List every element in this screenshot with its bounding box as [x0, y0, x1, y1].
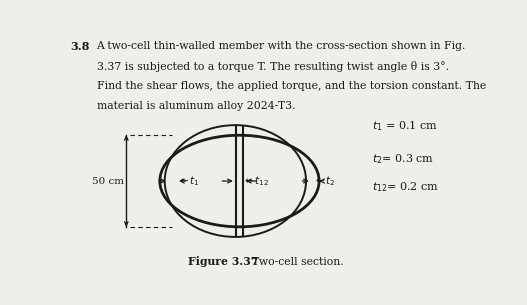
Text: material is aluminum alloy 2024-T3.: material is aluminum alloy 2024-T3. — [96, 101, 295, 111]
Text: Figure 3.37: Figure 3.37 — [189, 256, 259, 267]
Text: 50 cm: 50 cm — [92, 177, 124, 185]
Text: $\leftarrow t_2$: $\leftarrow t_2$ — [313, 174, 335, 188]
Text: Find the shear flows, the applied torque, and the torsion constant. The: Find the shear flows, the applied torque… — [96, 81, 486, 91]
Text: 3.37 is subjected to a torque T. The resulting twist angle θ is 3°.: 3.37 is subjected to a torque T. The res… — [96, 61, 448, 72]
Text: $t_2$= 0.3 cm: $t_2$= 0.3 cm — [372, 152, 434, 166]
Text: $\leftarrow t_1$: $\leftarrow t_1$ — [177, 174, 200, 188]
Text: Two-cell section.: Two-cell section. — [252, 257, 343, 267]
Text: A two-cell thin-walled member with the cross-section shown in Fig.: A two-cell thin-walled member with the c… — [96, 41, 466, 51]
Text: $t_{12}$= 0.2 cm: $t_{12}$= 0.2 cm — [372, 180, 439, 194]
Text: $t_1$ = 0.1 cm: $t_1$ = 0.1 cm — [372, 119, 438, 133]
Text: $\leftarrow t_{12}$: $\leftarrow t_{12}$ — [242, 174, 270, 188]
Text: 3.8: 3.8 — [70, 41, 90, 52]
